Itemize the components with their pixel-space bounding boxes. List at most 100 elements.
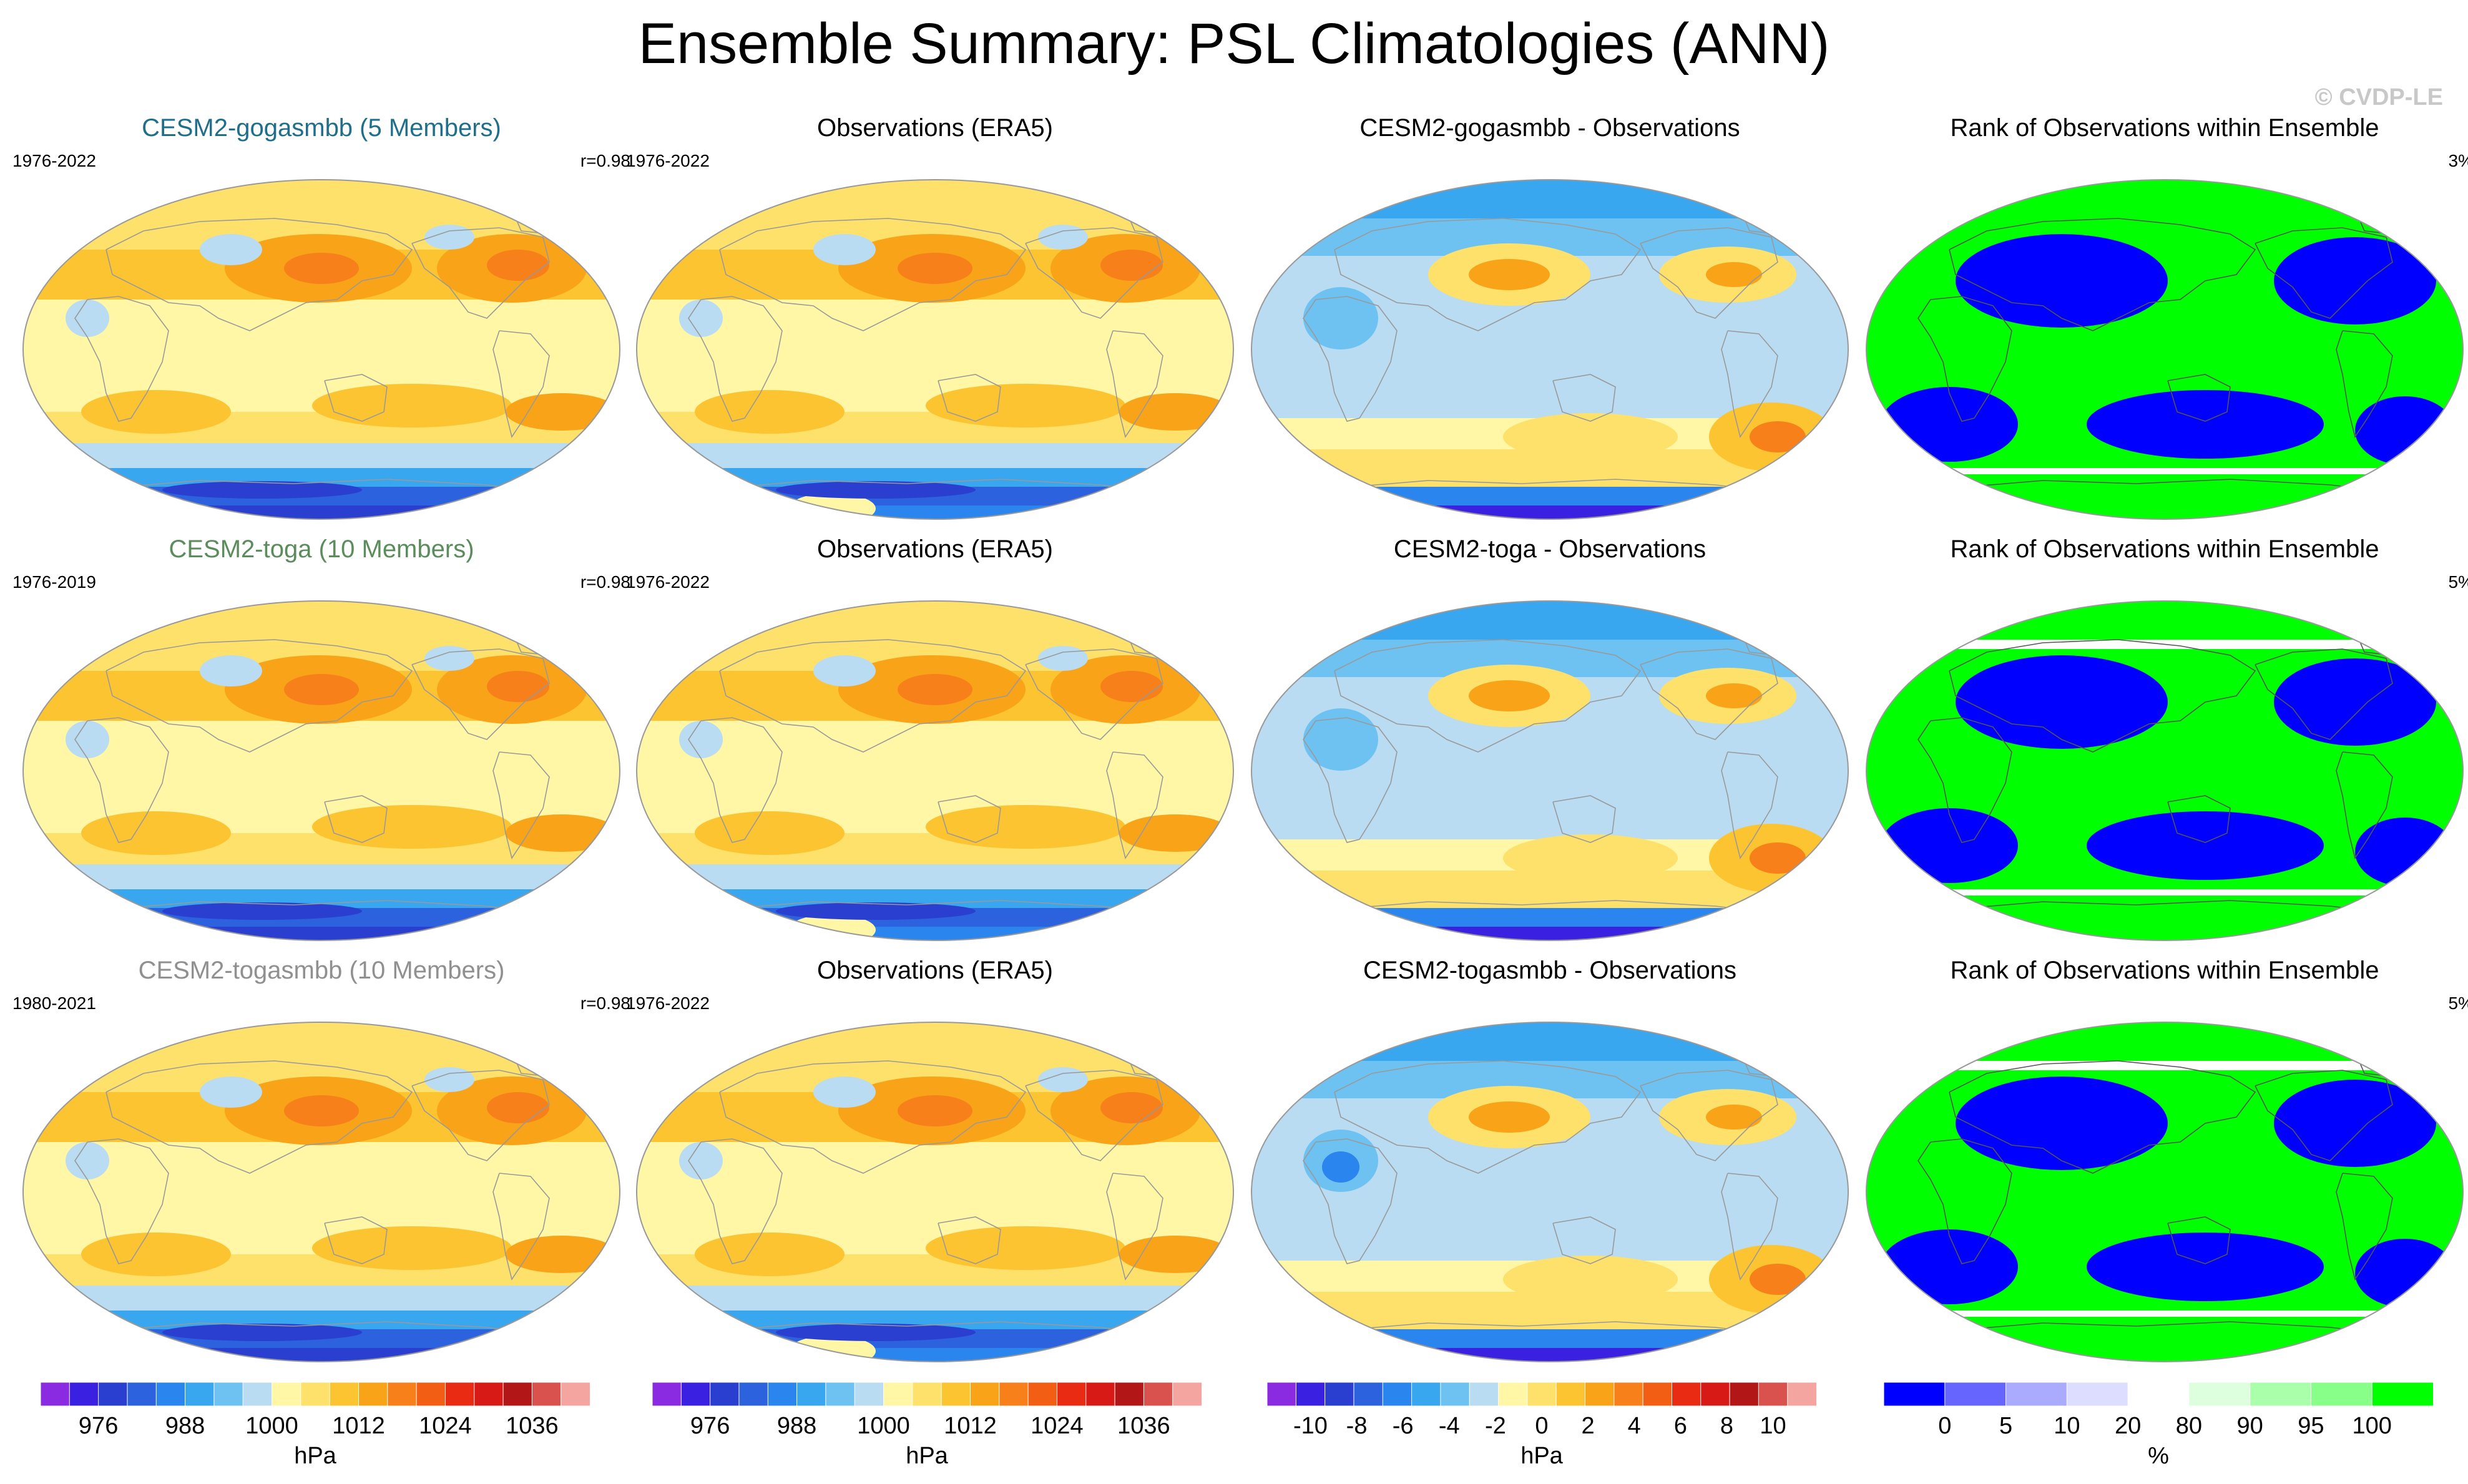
colorbar-swatch bbox=[444, 1382, 475, 1407]
colorbar-swatch bbox=[738, 1382, 769, 1407]
antarctica-coastline bbox=[738, 900, 1145, 912]
africa-coastline bbox=[1917, 1138, 2012, 1264]
colorbar-tick-label: 1036 bbox=[1117, 1413, 1170, 1439]
colorbar-tick-label: 1012 bbox=[332, 1413, 385, 1439]
australia-coastline bbox=[324, 1216, 388, 1264]
greenland-coastline bbox=[2354, 627, 2412, 656]
colorbar-swatch bbox=[1172, 1382, 1202, 1407]
map-border bbox=[1251, 600, 1849, 941]
map-psl bbox=[22, 600, 620, 941]
colorbar-tick-label: 0 bbox=[1938, 1413, 1951, 1439]
australia-coastline bbox=[1552, 795, 1616, 843]
map-border bbox=[636, 1022, 1234, 1362]
south-atlantic-high bbox=[1119, 393, 1232, 431]
colorbar-unit: hPa bbox=[1520, 1443, 1563, 1469]
colorbar-swatch bbox=[941, 1382, 971, 1407]
colorbar-tick-label: 0 bbox=[1535, 1413, 1548, 1439]
panel-psl-3: CESM2-togasmbb (10 Members) 1980-2021 r=0.… bbox=[12, 955, 630, 1367]
colorbar-swatch bbox=[387, 1382, 418, 1407]
australia-coastline bbox=[938, 374, 1001, 422]
colorbar-swatch bbox=[1758, 1382, 1788, 1407]
colorbar-swatch bbox=[272, 1382, 301, 1407]
colorbar-swatch bbox=[1944, 1382, 2007, 1407]
greenland-coastline bbox=[1125, 205, 1183, 235]
australia-coastline bbox=[2167, 1216, 2231, 1264]
south-america-coastline bbox=[2336, 330, 2393, 438]
colorbar-swatch bbox=[796, 1382, 826, 1407]
asian-low bbox=[679, 1142, 723, 1179]
map-rank bbox=[1866, 1022, 2464, 1362]
colorbar-swatch bbox=[1498, 1382, 1528, 1407]
map-field bbox=[1251, 1022, 1848, 1362]
colorbar-swatch bbox=[710, 1382, 740, 1407]
asian-low bbox=[679, 721, 723, 758]
map-border bbox=[1866, 600, 2464, 941]
antarctica-coastline bbox=[124, 1321, 531, 1333]
antarctica-coastline bbox=[124, 479, 531, 491]
rank-pacific-south bbox=[2087, 390, 2324, 459]
colorbar-tick-label: 976 bbox=[690, 1413, 730, 1439]
south-america-coastline bbox=[1106, 751, 1163, 859]
panel-period: 1976-2019 bbox=[12, 572, 96, 592]
antarctica-coastline bbox=[124, 900, 531, 912]
panel-period: 1980-2021 bbox=[12, 993, 96, 1013]
colorbar-swatch bbox=[416, 1382, 446, 1407]
asian-low bbox=[66, 300, 109, 337]
map-field bbox=[23, 601, 620, 940]
eurasia-coastline bbox=[105, 218, 413, 331]
colorbar-tick-label: -6 bbox=[1393, 1413, 1414, 1439]
antarctica-coastline bbox=[1353, 900, 1760, 912]
north-america-coastline bbox=[1640, 227, 1778, 319]
panel-rank-1: Rank of Observations within Ensemble 3% bbox=[1856, 112, 2468, 524]
eurasia-coastline bbox=[719, 639, 1027, 753]
colorbar-swatch bbox=[300, 1382, 331, 1407]
colorbar-tick-label: -10 bbox=[1293, 1413, 1328, 1439]
australia-coastline bbox=[938, 795, 1001, 843]
map-diff bbox=[1251, 600, 1849, 941]
australia-coastline bbox=[2167, 795, 2231, 843]
southern-ocean-band-1 bbox=[637, 443, 1233, 468]
panel-period: 1976-2022 bbox=[626, 993, 710, 1013]
panel-title: Rank of Observations within Ensemble bbox=[1950, 535, 2379, 563]
panel-period: 1976-2022 bbox=[626, 151, 710, 170]
southern-ocean-band-1 bbox=[637, 1286, 1233, 1311]
rank-tropical-band bbox=[1866, 325, 2463, 362]
south-pacific-high bbox=[926, 1226, 1125, 1270]
map-diff bbox=[1251, 179, 1849, 520]
greenland-coastline bbox=[1740, 205, 1798, 235]
colorbar-tick-label: 8 bbox=[1720, 1413, 1733, 1439]
south-america-coastline bbox=[1721, 751, 1778, 859]
eurasia-coastline bbox=[1949, 639, 2256, 753]
colorbar-tick-label: 1000 bbox=[857, 1413, 910, 1439]
africa-coastline bbox=[74, 717, 169, 843]
map-rank bbox=[1866, 179, 2464, 520]
indian-ocean-high bbox=[695, 811, 845, 855]
colorbar-tick-label: -4 bbox=[1439, 1413, 1460, 1439]
south-atlantic-high bbox=[1119, 814, 1232, 852]
colorbar-swatch bbox=[1469, 1382, 1499, 1407]
colorbar-swatches: 0 5 10 20 80 90 95 100 bbox=[1884, 1382, 2433, 1439]
antarctic-band bbox=[23, 1348, 620, 1362]
panel-title: Observations (ERA5) bbox=[817, 957, 1053, 984]
south-atlantic-high bbox=[1119, 1236, 1232, 1273]
colorbar-swatch bbox=[1555, 1382, 1586, 1407]
antarctica-coastline bbox=[1967, 900, 2374, 912]
circumpolar-trough bbox=[776, 481, 976, 499]
diff-arctic-band bbox=[1251, 180, 1848, 218]
colorbar-swatch bbox=[2005, 1382, 2068, 1407]
colorbar-swatch bbox=[969, 1382, 1000, 1407]
colorbar-swatch bbox=[2066, 1382, 2129, 1407]
aleutian-low bbox=[200, 234, 262, 265]
australia-coastline bbox=[2167, 374, 2231, 422]
colorbar-tick-label: 10 bbox=[2054, 1413, 2080, 1439]
aleutian-low bbox=[813, 1076, 876, 1108]
colorbar-swatch bbox=[561, 1382, 590, 1407]
colorbar-swatch bbox=[1884, 1382, 1946, 1407]
africa-coastline bbox=[1917, 717, 2012, 843]
colorbar-swatch bbox=[883, 1382, 913, 1407]
south-america-coastline bbox=[492, 1173, 550, 1281]
north-pacific-high-core bbox=[898, 1095, 972, 1126]
south-pacific-high bbox=[312, 1226, 512, 1270]
rank-white-band bbox=[1866, 468, 2463, 474]
rank-atlantic-south bbox=[2355, 818, 2455, 886]
